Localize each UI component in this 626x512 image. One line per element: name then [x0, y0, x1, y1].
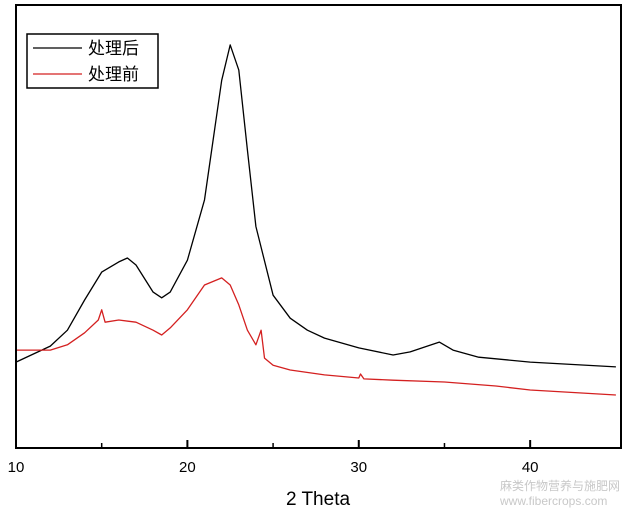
plot-frame	[15, 4, 622, 449]
x-tick-label: 10	[8, 459, 25, 476]
watermark-line1: 麻类作物营养与施肥网	[500, 478, 620, 493]
x-tick-label: 40	[522, 459, 539, 476]
legend: 处理后 处理前	[26, 33, 159, 89]
x-axis-label: 2 Theta	[286, 489, 351, 510]
legend-label-after: 处理后	[88, 39, 139, 59]
x-tick-label: 30	[350, 459, 367, 476]
series-line-1	[16, 277, 616, 396]
series-line-0	[15, 44, 616, 368]
legend-label-before: 处理前	[88, 65, 139, 85]
watermark-line2: www.fibercrops.com	[499, 494, 607, 508]
x-tick-label: 20	[179, 459, 196, 476]
